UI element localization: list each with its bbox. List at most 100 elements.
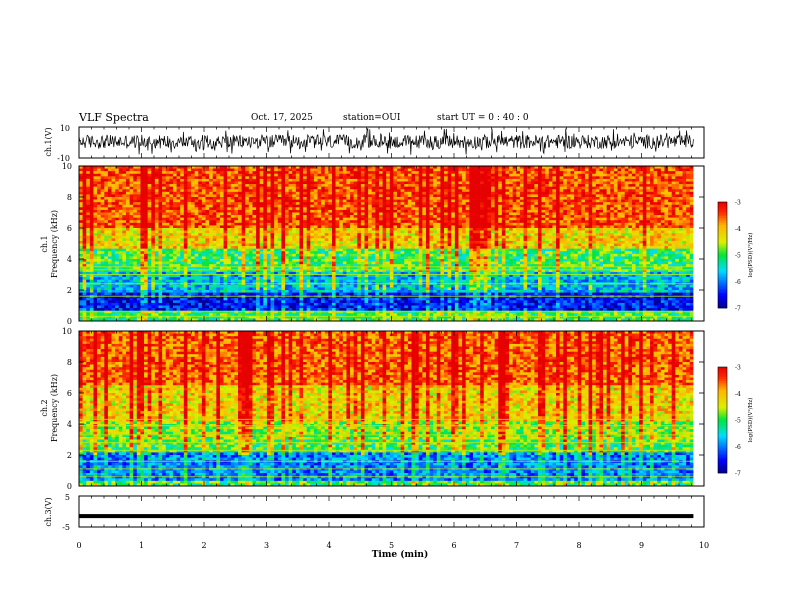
spectrogram-cell — [89, 181, 94, 185]
spectrogram-cell — [234, 220, 239, 224]
spectrogram-cell — [621, 194, 626, 198]
spectrogram-cell — [382, 233, 387, 237]
spectrogram-cell — [411, 184, 416, 187]
spectrogram-cell — [523, 225, 528, 229]
spectrogram-cell — [288, 168, 293, 172]
spectrogram-cell — [194, 197, 199, 200]
spectrogram-cell — [512, 217, 517, 221]
spectrogram-cell — [635, 181, 640, 185]
spectrogram-cell — [512, 204, 517, 208]
spectrogram-cell — [595, 197, 600, 200]
spectrogram-cell — [595, 202, 600, 206]
spectrogram-cell — [162, 209, 167, 213]
spectrogram-cell — [444, 199, 448, 203]
spectrogram-cell — [570, 186, 575, 190]
spectrogram-cell — [324, 207, 329, 211]
spectrogram-cell — [158, 191, 163, 195]
spectrogram-cell — [306, 222, 311, 226]
spectrogram-cell — [418, 178, 423, 182]
spectrogram-cell — [530, 228, 535, 231]
spectrogram-cell — [350, 176, 354, 180]
spectrogram-cell — [187, 186, 192, 190]
spectrogram-cell — [252, 171, 257, 175]
spectrogram-cell — [259, 217, 264, 221]
spectrogram-cell — [624, 178, 629, 182]
spectrogram-cell — [209, 181, 214, 185]
spectrogram-cell — [483, 204, 488, 208]
spectrogram-cell — [418, 194, 423, 198]
spectrogram-cell — [324, 225, 329, 229]
spectrogram-cell — [266, 233, 271, 237]
spectrogram-cell — [671, 189, 676, 193]
spectrogram-cell — [353, 168, 358, 172]
spectrogram-cell — [248, 235, 253, 239]
spectrogram-cell — [642, 209, 647, 213]
spectrogram-cell — [476, 225, 481, 229]
spectrogram-cell — [292, 194, 297, 198]
spectrogram-cell — [418, 189, 423, 193]
spectrogram-cell — [118, 233, 123, 237]
spectrogram-cell — [682, 217, 687, 221]
spectrogram-cell — [447, 178, 452, 182]
spectrogram-cell — [465, 178, 470, 182]
spectrogram-cell — [454, 207, 459, 211]
spectrogram-cell — [357, 228, 362, 231]
spectrogram-cell — [498, 189, 503, 193]
spectrogram-cell — [574, 171, 579, 175]
spectrogram-cell — [689, 199, 694, 203]
spectrogram-cell — [154, 199, 159, 203]
spectrogram-cell — [104, 176, 109, 180]
spectrogram-cell — [462, 230, 466, 234]
spectrogram-cell — [393, 168, 398, 172]
spectrogram-cell — [404, 209, 409, 213]
spectrogram-cell — [122, 191, 127, 195]
spectrogram-cell — [238, 168, 242, 172]
spectrogram-cell — [440, 189, 445, 193]
spectrogram-cell — [556, 197, 560, 200]
spectrogram-cell — [133, 228, 138, 231]
spectrogram-cell — [104, 181, 109, 185]
spectrogram-cell — [339, 171, 344, 175]
spectrogram-cell — [556, 173, 560, 177]
spectrogram-cell — [577, 209, 582, 213]
spectrogram-cell — [299, 181, 304, 185]
spectrogram-cell — [122, 222, 127, 226]
spectrogram-cell — [440, 173, 445, 177]
spectrogram-cell — [397, 202, 401, 206]
spectrogram-cell — [335, 209, 340, 213]
spectrogram-cell — [223, 230, 228, 234]
spectrogram-cell — [346, 230, 351, 234]
spectrogram-cell — [472, 168, 477, 172]
spectrogram-cell — [198, 184, 203, 187]
spectrogram-cell — [415, 222, 420, 226]
spectrogram-cell — [523, 191, 528, 195]
spectrogram-cell — [183, 225, 188, 229]
spectrogram-cell — [631, 189, 636, 193]
spectrogram-cell — [545, 207, 550, 211]
spectrogram-cell — [129, 166, 134, 169]
spectrogram-cell — [100, 215, 105, 218]
spectrogram-cell — [259, 189, 264, 193]
spectrogram-cell — [657, 202, 662, 206]
spectrogram-cell — [223, 225, 228, 229]
spectrogram-cell — [530, 215, 535, 218]
spectrogram-cell — [281, 233, 286, 237]
spectrogram-cell — [313, 194, 318, 198]
spectrogram-cell — [209, 209, 214, 213]
spectrogram-cell — [357, 225, 362, 229]
spectrogram-cell — [371, 222, 376, 226]
spectrogram-cell — [118, 178, 123, 182]
plot-title: VLF Spectra — [79, 111, 149, 124]
spectrogram-cell — [664, 235, 669, 239]
spectrogram-cell — [606, 168, 611, 172]
spectrogram-cell — [577, 176, 582, 180]
spectrogram-cell — [209, 235, 214, 239]
spectrogram-cell — [288, 225, 293, 229]
spectrogram-cell — [317, 235, 322, 239]
spectrogram-cell — [364, 184, 369, 187]
spectrogram-cell — [259, 184, 264, 187]
spectrogram-cell — [505, 212, 510, 216]
spectrogram-cell — [295, 207, 300, 211]
spectrogram-cell — [628, 178, 633, 182]
spectrogram-cell — [357, 233, 362, 237]
